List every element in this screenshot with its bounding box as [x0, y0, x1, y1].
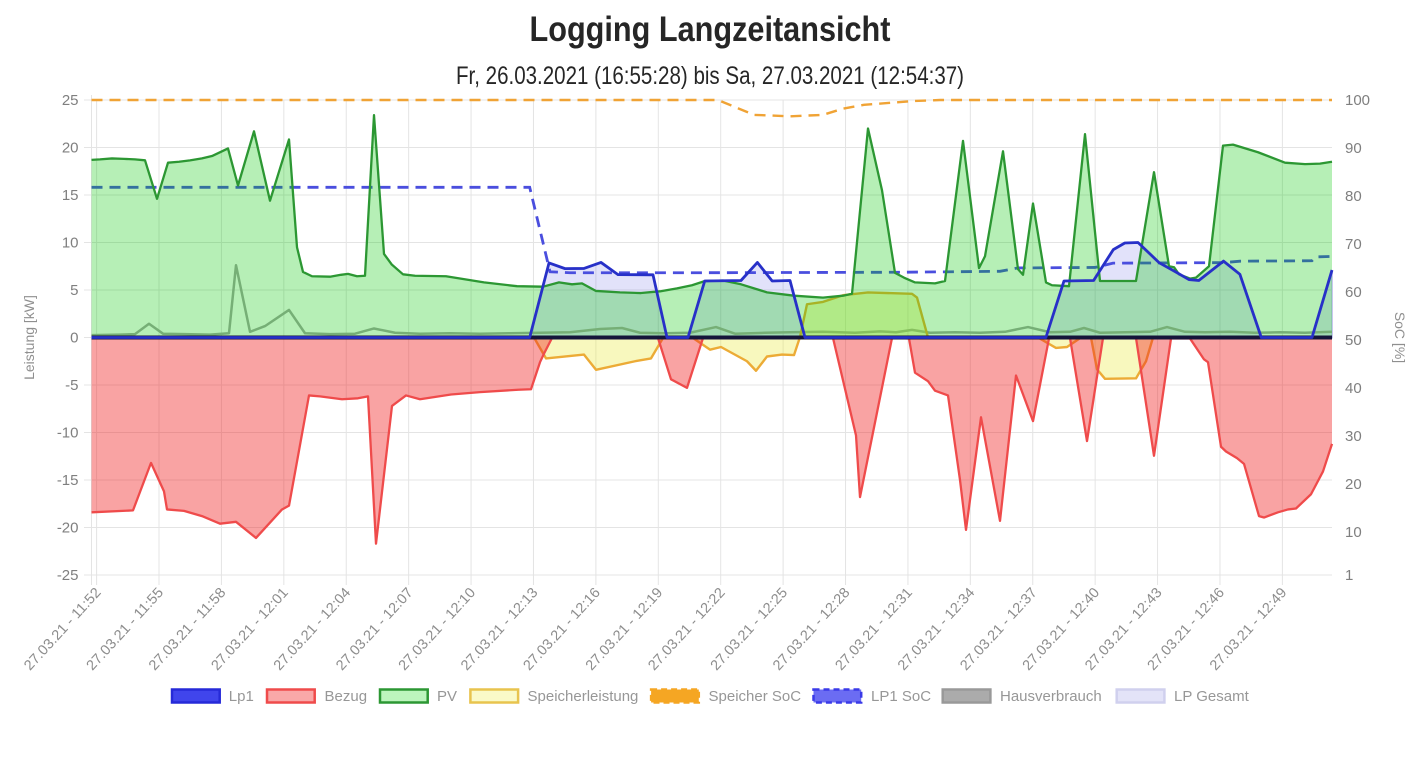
- svg-text:30: 30: [1345, 428, 1362, 445]
- svg-text:Bezug: Bezug: [325, 688, 368, 705]
- svg-text:-5: -5: [65, 377, 78, 394]
- svg-text:Leistung [kW]: Leistung [kW]: [21, 295, 37, 380]
- svg-text:60: 60: [1345, 284, 1362, 301]
- svg-text:100: 100: [1345, 92, 1370, 109]
- svg-text:PV: PV: [437, 688, 457, 705]
- svg-text:80: 80: [1345, 188, 1362, 205]
- svg-text:Hausverbrauch: Hausverbrauch: [1000, 688, 1102, 705]
- svg-text:Fr, 26.03.2021 (16:55:28) bis: Fr, 26.03.2021 (16:55:28) bis Sa, 27.03.…: [456, 62, 964, 90]
- svg-text:Lp1: Lp1: [229, 688, 254, 705]
- svg-text:Logging Langzeitansicht: Logging Langzeitansicht: [530, 10, 891, 49]
- svg-text:SoC [%]: SoC [%]: [1392, 312, 1408, 363]
- svg-text:LP Gesamt: LP Gesamt: [1174, 688, 1250, 705]
- svg-text:Speicherleistung: Speicherleistung: [528, 688, 639, 705]
- svg-text:10: 10: [62, 235, 79, 252]
- svg-text:50: 50: [1345, 332, 1362, 349]
- svg-text:20: 20: [1345, 476, 1362, 493]
- svg-text:LP1 SoC: LP1 SoC: [871, 688, 931, 705]
- svg-text:5: 5: [70, 282, 78, 299]
- svg-text:Speicher SoC: Speicher SoC: [709, 688, 802, 705]
- svg-text:-20: -20: [57, 520, 79, 537]
- svg-text:40: 40: [1345, 380, 1362, 397]
- svg-text:70: 70: [1345, 236, 1362, 253]
- svg-text:15: 15: [62, 187, 79, 204]
- svg-text:1: 1: [1345, 567, 1353, 584]
- svg-text:10: 10: [1345, 524, 1362, 541]
- svg-text:25: 25: [62, 92, 79, 109]
- svg-text:20: 20: [62, 140, 79, 157]
- svg-text:-10: -10: [57, 425, 79, 442]
- svg-text:-25: -25: [57, 567, 79, 584]
- svg-text:0: 0: [70, 330, 78, 347]
- svg-text:-15: -15: [57, 472, 79, 489]
- svg-text:90: 90: [1345, 140, 1362, 157]
